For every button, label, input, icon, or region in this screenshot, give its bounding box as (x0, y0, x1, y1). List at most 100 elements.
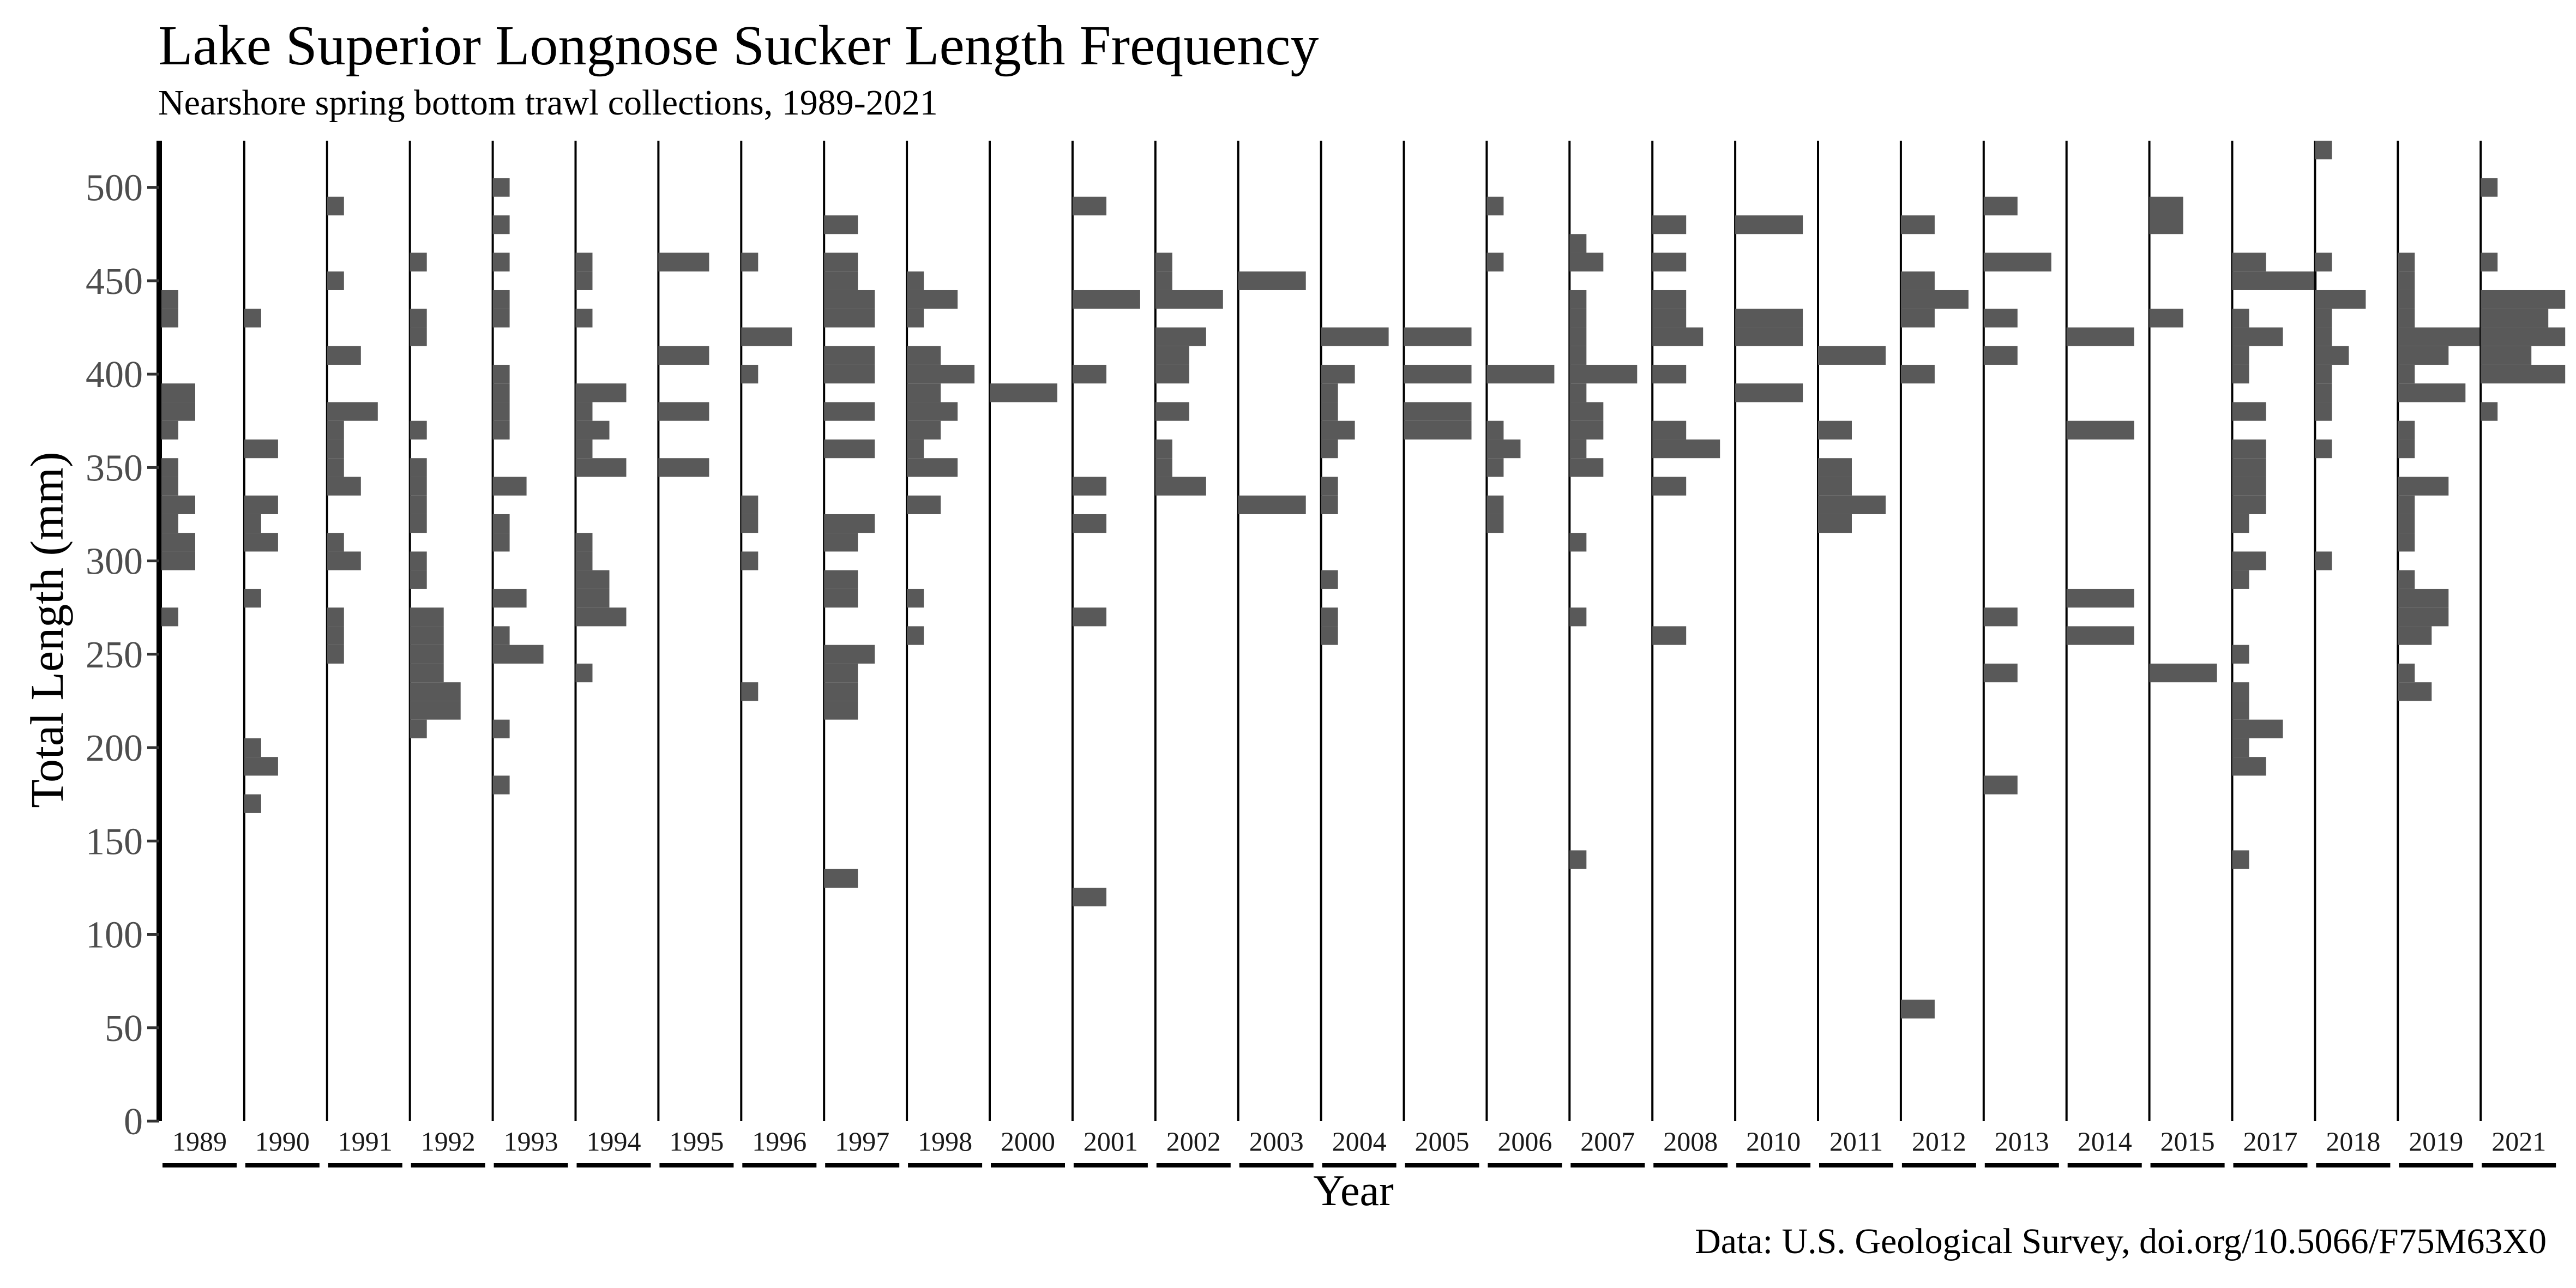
bar-2018-430 (2315, 309, 2332, 328)
bar-2012-440 (1900, 290, 1969, 309)
bar-2013-430 (1983, 309, 2018, 328)
bar-2006-330 (1486, 495, 1504, 514)
bar-2019-340 (2398, 477, 2449, 496)
bar-1992-300 (410, 551, 427, 570)
facet-2019: 2019 (2397, 141, 2483, 1167)
bar-2007-380 (1569, 402, 1604, 421)
bar-2017-410 (2232, 346, 2249, 365)
facet-2006: 2006 (1485, 141, 1562, 1167)
bar-2021-430 (2481, 309, 2549, 328)
bar-2004-420 (1321, 327, 1389, 346)
bar-2004-390 (1321, 383, 1338, 402)
bar-2019-290 (2398, 570, 2415, 589)
bar-1998-410 (907, 346, 941, 365)
bar-1996-230 (741, 682, 759, 701)
bar-2012-400 (1900, 364, 1935, 384)
bar-2001-440 (1072, 290, 1140, 309)
bar-1994-280 (575, 588, 610, 608)
bar-2002-450 (1155, 271, 1172, 290)
facet-label-1995: 1995 (669, 1126, 724, 1157)
y-tick-label: 500 (86, 167, 143, 209)
facet-2000: 2000 (989, 141, 1065, 1167)
bar-1996-460 (741, 252, 759, 272)
bar-2002-410 (1155, 346, 1189, 365)
bar-2002-420 (1155, 327, 1206, 346)
y-tick-label: 250 (86, 634, 143, 676)
bar-2002-440 (1155, 290, 1223, 309)
facet-2011: 2011 (1817, 141, 1893, 1167)
facet-1995: 1995 (657, 141, 734, 1167)
y-axis-title: Total Length (mm) (21, 452, 73, 808)
facet-2001: 2001 (1071, 141, 1148, 1167)
bar-1998-280 (907, 588, 924, 608)
bar-2008-360 (1652, 439, 1720, 459)
x-axis-title: Year (1313, 1167, 1393, 1215)
bar-1998-330 (907, 495, 941, 514)
bar-1991-250 (327, 645, 344, 664)
bar-2011-340 (1818, 477, 1852, 496)
bar-1995-460 (658, 252, 709, 272)
bar-2017-350 (2232, 458, 2266, 477)
bar-1994-290 (575, 570, 610, 589)
bar-1997-450 (824, 271, 858, 290)
bar-2021-420 (2481, 327, 2566, 346)
bar-1990-280 (244, 588, 261, 608)
facet-label-2004: 2004 (1332, 1126, 1387, 1157)
bar-2003-330 (1238, 495, 1306, 514)
bar-1990-170 (244, 794, 261, 813)
bar-1990-200 (244, 738, 261, 757)
bar-1998-360 (907, 439, 924, 459)
facet-label-1991: 1991 (338, 1126, 393, 1157)
bar-2013-240 (1983, 663, 2018, 683)
bar-2019-260 (2398, 626, 2432, 645)
bar-1989-330 (161, 495, 195, 514)
facet-1993: 1993 (491, 141, 568, 1167)
bar-1989-430 (161, 309, 178, 328)
facet-label-2002: 2002 (1166, 1126, 1221, 1157)
facet-1996: 1996 (740, 141, 817, 1167)
facet-2014: 2014 (2065, 141, 2142, 1167)
bar-1991-270 (327, 607, 344, 627)
bar-1993-480 (492, 215, 510, 234)
bar-2005-380 (1404, 402, 1472, 421)
bar-1993-460 (492, 252, 510, 272)
bar-2005-400 (1404, 364, 1472, 384)
y-tick-label: 400 (86, 354, 143, 396)
bar-1993-260 (492, 626, 510, 645)
bar-1997-460 (824, 252, 858, 272)
bar-1994-430 (575, 309, 593, 328)
bar-1998-260 (907, 626, 924, 645)
bar-1989-380 (161, 402, 195, 421)
facet-label-2018: 2018 (2326, 1126, 2380, 1157)
bar-2006-370 (1486, 420, 1504, 440)
facet-label-2008: 2008 (1663, 1126, 1718, 1157)
bar-2015-430 (2149, 309, 2183, 328)
bar-1998-350 (907, 458, 958, 477)
bar-2015-240 (2149, 663, 2217, 683)
bar-2008-440 (1652, 290, 1687, 309)
facet-label-2006: 2006 (1497, 1126, 1552, 1157)
bar-2019-230 (2398, 682, 2432, 701)
bar-2010-480 (1735, 215, 1803, 234)
bar-1993-500 (492, 178, 510, 197)
bar-2018-390 (2315, 383, 2332, 402)
bar-2021-500 (2481, 178, 2498, 197)
bar-2006-400 (1486, 364, 1555, 384)
bar-2019-450 (2398, 271, 2415, 290)
bar-2008-420 (1652, 327, 1704, 346)
bar-1990-320 (244, 514, 261, 533)
bar-2004-260 (1321, 626, 1338, 645)
bar-1993-320 (492, 514, 510, 533)
bar-2008-340 (1652, 477, 1687, 496)
bar-1997-220 (824, 701, 858, 720)
bar-2004-400 (1321, 364, 1355, 384)
bar-1992-240 (410, 663, 444, 683)
bar-1990-360 (244, 439, 278, 459)
bar-2017-230 (2232, 682, 2249, 701)
bar-2004-370 (1321, 420, 1355, 440)
bar-2018-460 (2315, 252, 2332, 272)
bar-2017-400 (2232, 364, 2249, 384)
bar-1997-130 (824, 869, 858, 888)
facet-label-2003: 2003 (1249, 1126, 1304, 1157)
bar-2006-490 (1486, 196, 1504, 215)
